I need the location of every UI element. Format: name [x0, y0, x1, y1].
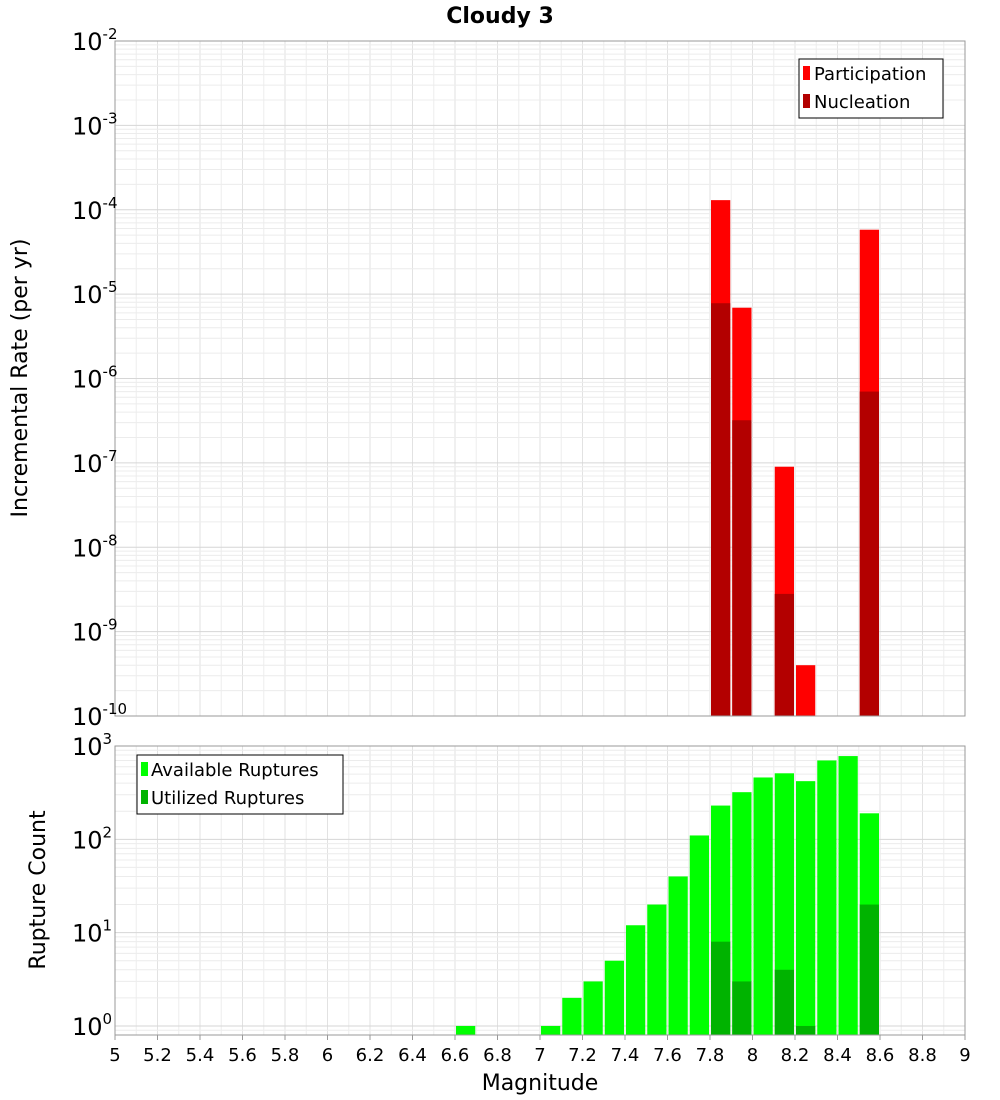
x-tick-label: 6: [322, 1045, 333, 1066]
x-tick-label: 8.8: [908, 1045, 937, 1066]
x-tick-label: 8.4: [823, 1045, 852, 1066]
available-swatch: [141, 762, 148, 776]
utilized-swatch: [141, 790, 148, 804]
count-y-ticks: 103 102 101 100: [72, 730, 112, 1041]
available-ruptures-bar: [689, 835, 709, 1035]
rate-y-tick-label: 10-3: [72, 109, 118, 140]
rate-y-tick-label: 10-7: [72, 447, 118, 478]
available-ruptures-bar: [604, 960, 624, 1035]
count-plot-bars: [456, 756, 879, 1035]
count-y-tick-label: 102: [72, 823, 112, 854]
rate-legend: Participation Nucleation: [798, 58, 944, 119]
x-tick-label: 6.6: [441, 1045, 470, 1066]
x-tick-label: 6.2: [356, 1045, 385, 1066]
participation-bar: [796, 665, 816, 716]
x-tick-label: 6.4: [398, 1045, 427, 1066]
available-ruptures-bar: [626, 925, 646, 1035]
rate-y-axis-label: Incremental Rate (per yr): [8, 239, 33, 518]
utilized-ruptures-bar: [796, 1025, 816, 1035]
x-tick-label: 5.8: [271, 1045, 300, 1066]
utilized-ruptures-bar: [774, 969, 794, 1035]
rate-y-tick-label: 10-8: [72, 531, 118, 562]
x-tick-label: 8: [747, 1045, 758, 1066]
available-ruptures-bar: [774, 773, 794, 1035]
rate-legend-box: [798, 58, 944, 119]
x-tick-label: 8.6: [866, 1045, 895, 1066]
rate-y-tick-label: 10-10: [72, 700, 127, 731]
participation-legend-label: Participation: [814, 64, 926, 85]
count-y-tick-label: 100: [72, 1010, 112, 1041]
x-axis-label: Magnitude: [482, 1071, 599, 1096]
available-ruptures-bar: [753, 777, 773, 1035]
utilized-ruptures-bar: [732, 981, 752, 1035]
rate-y-tick-label: 10-5: [72, 278, 118, 309]
available-ruptures-bar: [541, 1025, 561, 1035]
x-tick-label: 8.2: [781, 1045, 810, 1066]
rate-plot-frame: [114, 40, 966, 717]
x-tick-label: 7.2: [568, 1045, 597, 1066]
nucleation-bar: [859, 391, 879, 716]
count-y-tick-label: 103: [72, 730, 112, 761]
x-tick-label: 5.6: [228, 1045, 257, 1066]
chart-title: Cloudy 3: [446, 4, 554, 29]
available-ruptures-bar: [456, 1025, 476, 1035]
rate-y-tick-label: 10-6: [72, 363, 118, 394]
count-legend: Available Ruptures Utilized Ruptures: [136, 754, 344, 815]
x-ticks: 5 5.2 5.4 5.6 5.8 6 6.2 6.4 6.6 6.8 7 7.2 7.4 7.6 7.8 8…: [109, 1035, 971, 1066]
x-tick-label: 7.6: [653, 1045, 682, 1066]
rate-y-tick-label: 10-4: [72, 194, 118, 225]
utilized-ruptures-bar: [859, 904, 879, 1035]
available-ruptures-bar: [796, 781, 816, 1035]
rate-y-tick-label: 10-2: [72, 25, 118, 56]
rate-plot-bars: [711, 200, 879, 717]
available-legend-label: Available Ruptures: [151, 760, 319, 781]
nucleation-bar: [732, 420, 752, 716]
nucleation-swatch: [803, 94, 810, 108]
x-tick-label: 7.4: [611, 1045, 640, 1066]
x-tick-label: 5: [109, 1045, 120, 1066]
x-tick-label: 7.8: [696, 1045, 725, 1066]
available-ruptures-bar: [562, 997, 582, 1035]
rate-y-tick-label: 10-9: [72, 616, 118, 647]
available-ruptures-bar: [647, 904, 667, 1035]
nucleation-legend-label: Nucleation: [814, 92, 910, 113]
count-y-axis-label: Rupture Count: [26, 810, 51, 970]
available-ruptures-bar: [838, 756, 858, 1035]
x-tick-label: 5.2: [143, 1045, 172, 1066]
count-y-tick-label: 101: [72, 917, 112, 948]
participation-swatch: [803, 66, 810, 80]
x-tick-label: 6.8: [483, 1045, 512, 1066]
nucleation-bar: [711, 303, 731, 716]
x-tick-label: 5.4: [186, 1045, 215, 1066]
available-ruptures-bar: [668, 876, 688, 1035]
rate-plot-grid: [114, 41, 966, 717]
x-tick-label: 7: [534, 1045, 545, 1066]
x-tick-label: 9: [959, 1045, 970, 1066]
utilized-legend-label: Utilized Ruptures: [151, 788, 304, 809]
rate-y-ticks: 10-2 10-3 10-4 10-5 10-6 10-7 10-8 10-9 10-10: [72, 25, 127, 731]
available-ruptures-bar: [583, 981, 603, 1035]
available-ruptures-bar: [732, 792, 752, 1035]
count-legend-box: [136, 754, 344, 815]
utilized-ruptures-bar: [711, 941, 731, 1035]
nucleation-bar: [774, 593, 794, 716]
available-ruptures-bar: [817, 760, 837, 1035]
